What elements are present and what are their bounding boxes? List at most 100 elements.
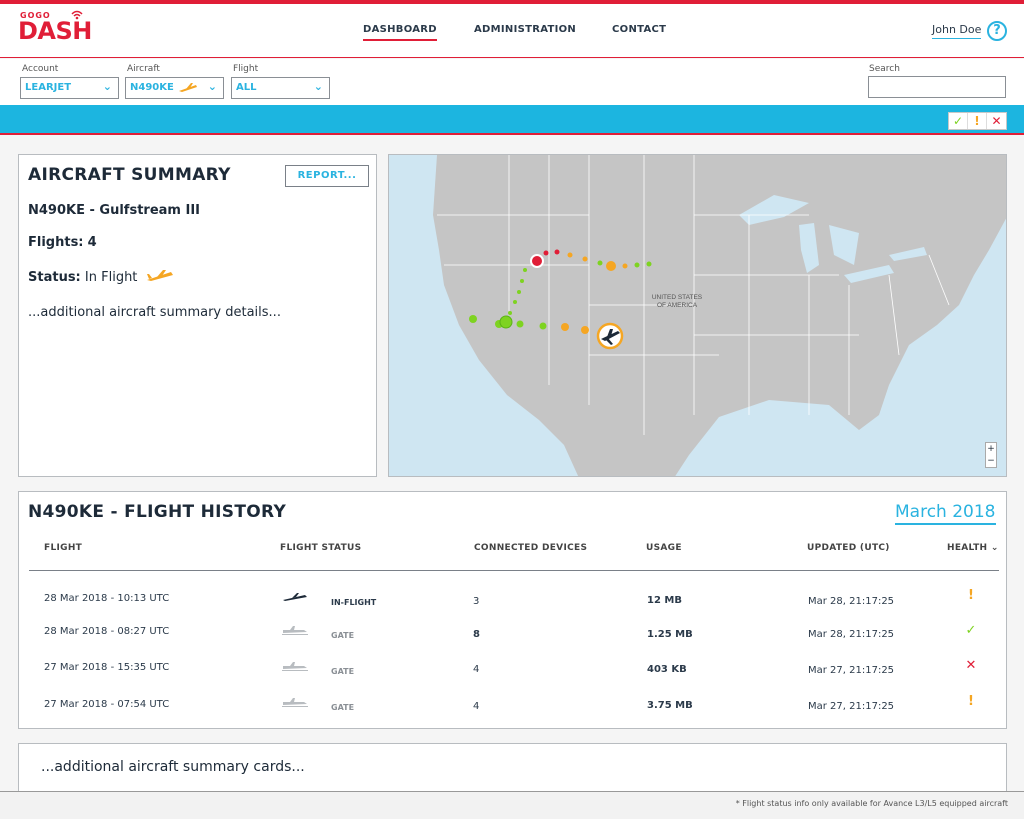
col-flight-status[interactable]: FLIGHT STATUS [280,543,362,553]
summary-flights: Flights: 4 [28,235,97,250]
row-updated: Mar 27, 21:17:25 [808,665,895,676]
path-point[interactable] [520,279,524,283]
filter-warning-button[interactable]: ! [968,113,987,129]
account-select[interactable]: LEARJET ⌄ [20,77,119,99]
aircraft-select[interactable]: N490KE ⌄ [125,77,224,99]
us-map-svg: UNITED STATES OF AMERICA [389,155,1006,476]
row-devices: 4 [473,664,480,675]
path-point[interactable] [508,311,512,315]
flights-label: Flights: [28,235,84,250]
path-point[interactable] [513,300,517,304]
row-devices: 3 [473,596,480,607]
report-button[interactable]: REPORT... [285,165,369,187]
row-status: IN-FLIGHT [331,598,377,607]
path-point[interactable] [517,290,521,294]
path-point[interactable] [539,322,547,330]
path-point[interactable] [543,250,549,256]
zoom-out-button[interactable]: − [987,456,995,466]
summary-status: Status: In Flight [28,269,174,285]
health-header-label: HEALTH [947,543,988,553]
gogo-dash-logo[interactable]: GOGO DASH [18,8,92,50]
nav-dashboard[interactable]: DASHBOARD [363,24,437,41]
nav-contact[interactable]: CONTACT [612,24,667,35]
path-point[interactable] [523,268,527,272]
row-updated: Mar 28, 21:17:25 [808,596,895,607]
row-usage: 3.75 MB [647,700,693,711]
current-position-airplane-icon[interactable] [596,322,624,350]
col-usage[interactable]: USAGE [646,543,682,553]
nav-administration[interactable]: ADMINISTRATION [474,24,577,35]
map-country-label-2: OF AMERICA [657,302,698,309]
flight-select[interactable]: ALL ⌄ [231,77,330,99]
path-point[interactable] [554,249,560,255]
summary-title: AIRCRAFT SUMMARY [28,165,231,185]
chevron-down-icon: ⌄ [990,543,999,553]
summary-details: ...additional aircraft summary details..… [28,305,281,320]
app-header: GOGO DASH DASHBOARD ADMINISTRATION CONTA… [0,4,1024,58]
logo-gogo-text: GOGO [20,11,51,20]
path-point[interactable] [634,262,640,268]
additional-cards-placeholder: ...additional aircraft summary cards... [18,743,1007,799]
path-point[interactable] [622,263,628,269]
lake-ontario [889,247,927,261]
row-usage: 12 MB [647,595,682,606]
row-updated: Mar 28, 21:17:25 [808,629,895,640]
row-usage: 1.25 MB [647,629,693,640]
status-label: Status: [28,270,81,285]
status-bar: ✓ ! ✕ [0,105,1024,135]
zoom-in-button[interactable]: + [987,444,995,454]
row-flight: 28 Mar 2018 - 10:13 UTC [44,593,170,604]
wifi-icon [71,10,83,20]
path-point[interactable] [567,252,573,258]
additional-cards-text: ...additional aircraft summary cards... [41,759,305,775]
search-input[interactable] [868,76,1006,98]
chevron-down-icon: ⌄ [313,80,323,93]
filter-ok-button[interactable]: ✓ [949,113,968,129]
path-point[interactable] [582,256,588,262]
row-usage: 403 KB [647,664,687,675]
help-icon[interactable]: ? [987,21,1007,41]
path-point[interactable] [597,260,603,266]
chevron-down-icon: ⌄ [207,80,217,93]
path-point[interactable] [581,326,589,334]
summary-aircraft-name: N490KE - Gulfstream III [28,203,200,218]
search-label: Search [869,64,900,74]
col-updated[interactable]: UPDATED (UTC) [807,543,890,553]
flight-value: ALL [236,82,257,93]
land-mass [433,155,1006,476]
path-point[interactable] [530,254,544,268]
row-devices: 4 [473,701,480,712]
path-point[interactable] [469,315,477,323]
airplane-inflight-icon [179,83,197,92]
month-selector[interactable]: March 2018 [895,502,996,525]
path-point[interactable] [516,320,524,328]
path-point[interactable] [646,261,652,267]
col-health[interactable]: HEALTH ⌄ [947,543,999,553]
health-error-icon: ✕ [965,658,977,673]
col-connected-devices[interactable]: CONNECTED DEVICES [474,543,588,553]
lake-huron [829,225,859,265]
map-zoom-control: + − [985,442,997,468]
airplane-gate-icon [282,698,308,707]
top-accent-line [0,0,1024,4]
airplane-gate-icon [282,662,308,671]
filter-error-button[interactable]: ✕ [991,114,1002,128]
health-filter-group: ✓ ! ✕ [948,112,1007,130]
lake-michigan [799,223,819,273]
path-point[interactable] [561,323,569,331]
aircraft-value: N490KE [130,82,174,93]
status-value: In Flight [84,270,138,285]
flight-label: Flight [233,64,259,74]
aircraft-label: Aircraft [127,64,160,74]
lake-erie [844,265,894,283]
filter-bar: Account LEARJET ⌄ Aircraft N490KE ⌄ Flig… [0,59,1024,105]
user-menu[interactable]: John Doe [932,23,982,39]
airplane-inflight-icon [283,593,307,601]
gulf-of-mexico [690,417,859,476]
flight-map[interactable]: UNITED STATES OF AMERICA + − [388,154,1007,477]
path-point[interactable] [606,261,616,271]
row-status: GATE [331,631,355,640]
flight-path [469,249,652,334]
path-point[interactable] [499,315,513,329]
col-flight[interactable]: FLIGHT [44,543,83,553]
